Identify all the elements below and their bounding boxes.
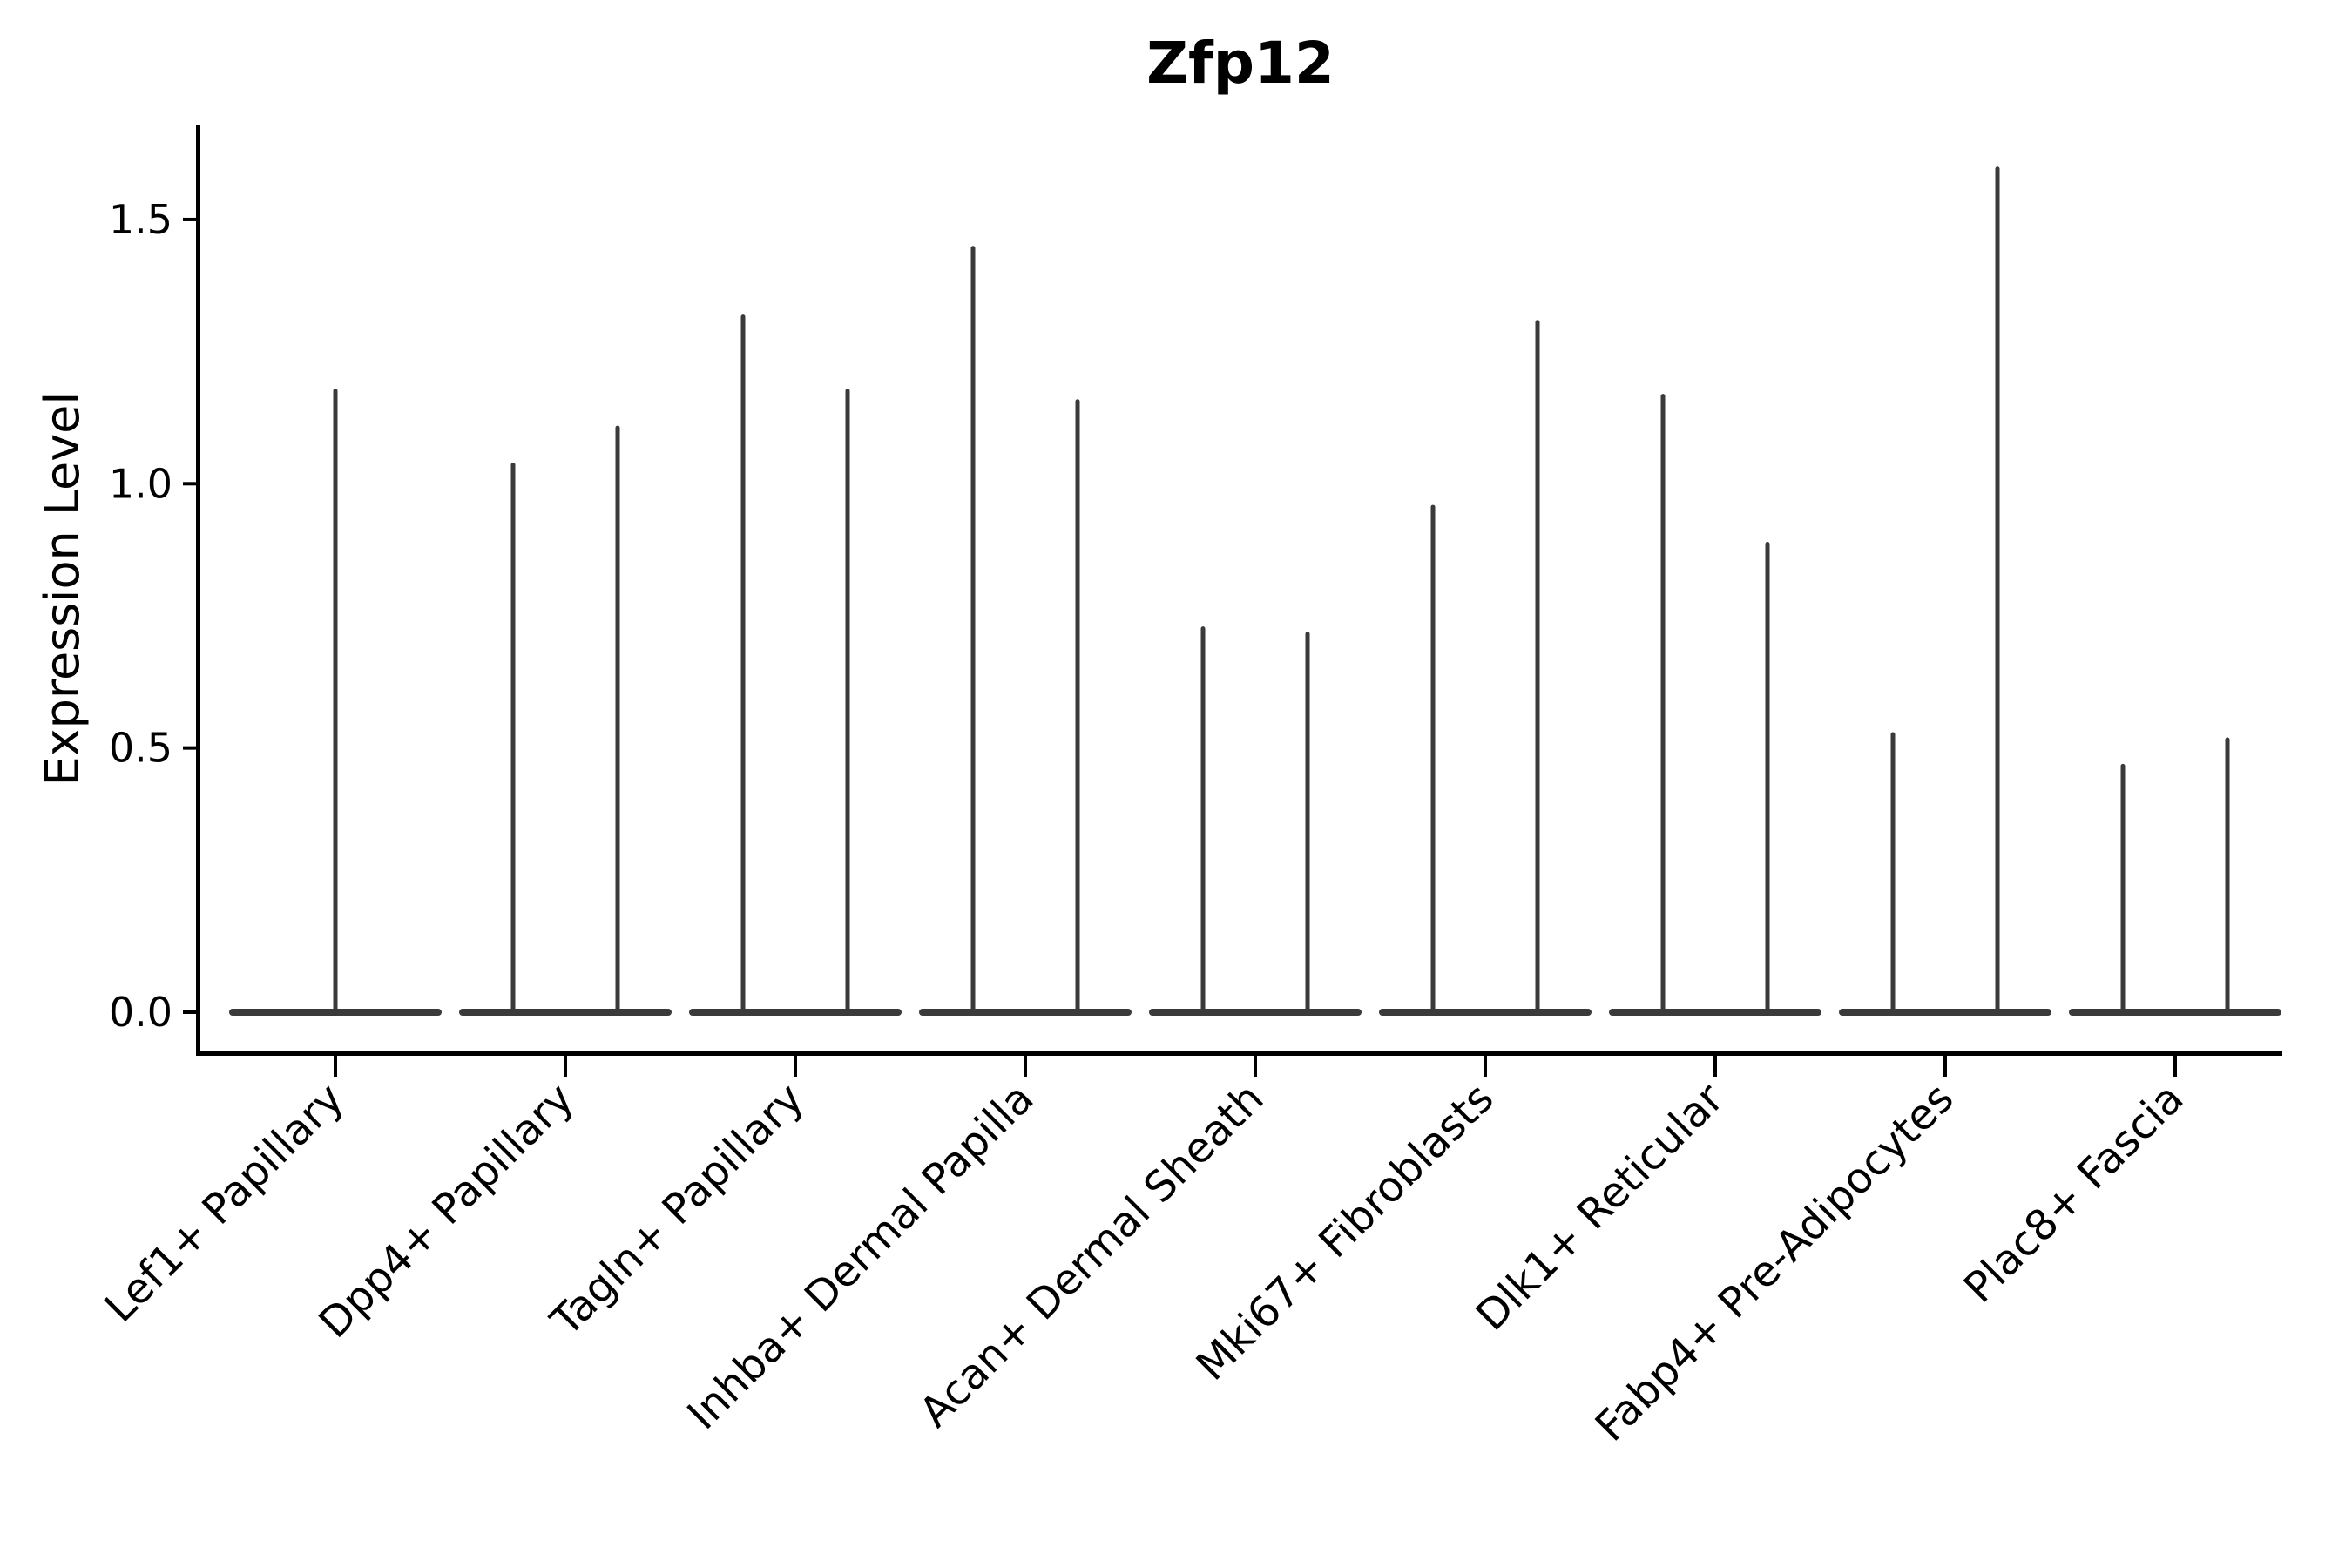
violin-base: [1379, 1009, 1592, 1016]
x-axis-spine: [196, 1051, 2282, 1056]
violin-spike: [1075, 399, 1080, 1016]
x-tick: [794, 1056, 797, 1077]
y-tick: [183, 217, 196, 221]
violin-spike: [845, 389, 850, 1016]
violin-base: [459, 1009, 672, 1016]
x-category-label: Lef1+ Papillary: [96, 1074, 354, 1332]
x-tick: [1484, 1056, 1487, 1077]
y-tick: [183, 1010, 196, 1014]
violin-spike: [333, 389, 338, 1016]
x-tick: [334, 1056, 337, 1077]
y-axis-spine: [196, 125, 200, 1056]
x-category-label: Plac8+ Fascia: [1955, 1074, 2193, 1313]
violin-spike: [2120, 763, 2126, 1016]
violin-spike: [1890, 732, 1896, 1016]
y-tick: [183, 482, 196, 486]
chart-title: Zfp12: [1146, 30, 1335, 97]
y-tick-label: 1.0: [109, 460, 172, 507]
violin-base: [1149, 1009, 1362, 1016]
violin-spike: [740, 314, 746, 1016]
y-tick-label: 0.0: [109, 989, 172, 1036]
x-tick: [1943, 1056, 1947, 1077]
violin-spike: [1305, 632, 1310, 1016]
x-category-label: Dpp4+ Papillary: [309, 1074, 583, 1348]
violin-spike: [615, 425, 620, 1016]
x-category-label: Dlk1+ Reticular: [1467, 1074, 1734, 1341]
violin-base: [2069, 1009, 2281, 1016]
violin-spike: [1660, 394, 1666, 1016]
violin-spike: [970, 246, 976, 1016]
violin-base: [1609, 1009, 1821, 1016]
y-tick: [183, 746, 196, 750]
x-tick: [564, 1056, 567, 1077]
violin-spike: [1535, 320, 1540, 1016]
violin-base: [689, 1009, 902, 1016]
x-tick: [1024, 1056, 1027, 1077]
x-tick: [1254, 1056, 1257, 1077]
violin-spike: [510, 463, 516, 1016]
violin-spike: [1765, 542, 1770, 1016]
violin-spike: [1995, 166, 2000, 1016]
x-tick: [2173, 1056, 2177, 1077]
y-tick-label: 0.5: [109, 725, 172, 772]
violin-base: [1839, 1009, 2051, 1016]
y-tick-label: 1.5: [109, 196, 172, 243]
violin-spike: [1200, 626, 1206, 1016]
x-tick: [1713, 1056, 1717, 1077]
x-category-label: Tagln+ Papillary: [541, 1074, 813, 1346]
violin-base: [919, 1009, 1132, 1016]
violin-spike: [1430, 504, 1436, 1016]
y-axis-title: Expression Level: [35, 391, 90, 787]
violin-spike: [2225, 737, 2230, 1016]
